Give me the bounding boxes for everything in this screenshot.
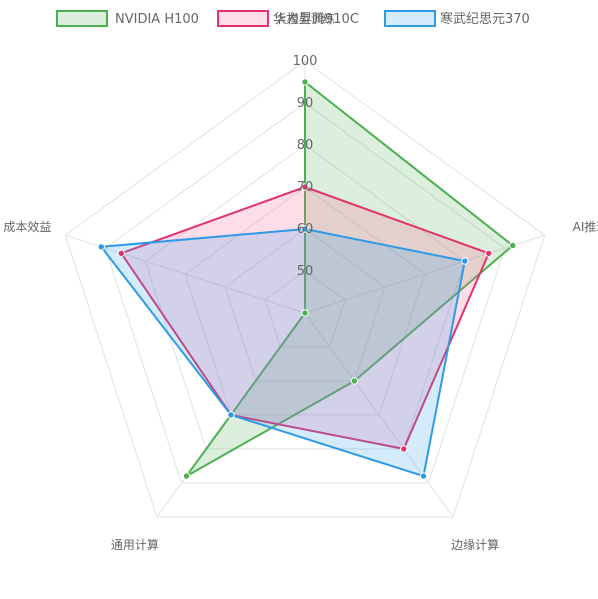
axis-label: 成本效益 bbox=[3, 219, 51, 234]
data-point[interactable] bbox=[301, 225, 309, 233]
data-point[interactable] bbox=[350, 377, 359, 385]
tick-label: 100 bbox=[293, 54, 318, 69]
series-area-3 bbox=[100, 228, 466, 478]
tick-label: 90 bbox=[297, 96, 314, 111]
data-point[interactable] bbox=[227, 411, 235, 419]
data-point[interactable] bbox=[419, 472, 428, 480]
data-point[interactable] bbox=[461, 257, 469, 265]
legend-label: 华为昇腾910C bbox=[273, 11, 359, 27]
legend-item-1[interactable]: NVIDIA H100 bbox=[56, 10, 199, 27]
grid-ring bbox=[224, 228, 386, 382]
data-point[interactable] bbox=[182, 472, 191, 480]
grid-ring bbox=[104, 102, 506, 484]
data-point[interactable] bbox=[117, 249, 125, 257]
axis-label: 通用计算 bbox=[111, 537, 159, 552]
data-point[interactable] bbox=[301, 309, 309, 317]
data-point[interactable] bbox=[301, 78, 309, 86]
legend-swatch bbox=[217, 10, 269, 27]
series-areas bbox=[100, 81, 514, 478]
legend-swatch bbox=[384, 10, 436, 27]
tick-label: 80 bbox=[297, 138, 314, 153]
axis-label: 大模型训练 bbox=[275, 11, 335, 26]
axis-label: 边缘计算 bbox=[451, 537, 499, 552]
grid-spoke bbox=[304, 312, 454, 518]
data-point[interactable] bbox=[97, 243, 105, 251]
legend: NVIDIA H100 华为昇腾910C 寒武纪思元370 bbox=[56, 10, 530, 27]
tick-label: 60 bbox=[297, 222, 314, 237]
legend-label: NVIDIA H100 bbox=[115, 12, 199, 27]
legend-label: 寒武纪思元370 bbox=[440, 11, 530, 27]
legend-item-3[interactable]: 寒武纪思元370 bbox=[384, 10, 530, 27]
axis-labels: 大模型训练 AI推理边缘计算 通用计算 成本效益 bbox=[3, 11, 598, 552]
grid-ring bbox=[64, 60, 546, 518]
tick-label: 70 bbox=[297, 180, 314, 195]
grid-ring bbox=[184, 186, 426, 416]
legend-item-2[interactable]: 华为昇腾910C bbox=[217, 10, 359, 27]
axis-label: AI推理 bbox=[573, 220, 598, 234]
tick-label: 50 bbox=[297, 264, 314, 279]
grid-ring bbox=[144, 144, 466, 450]
data-point[interactable] bbox=[400, 445, 408, 453]
radial-ticks: 50 60 70 80 90 100 bbox=[293, 54, 318, 279]
data-point[interactable] bbox=[301, 183, 309, 191]
grid-spoke bbox=[65, 234, 306, 314]
data-point[interactable] bbox=[485, 249, 493, 257]
grid-ring bbox=[264, 270, 346, 348]
series-points bbox=[97, 78, 517, 480]
grid-spoke bbox=[304, 234, 545, 314]
data-point[interactable] bbox=[509, 241, 517, 250]
legend-swatch bbox=[56, 10, 108, 27]
